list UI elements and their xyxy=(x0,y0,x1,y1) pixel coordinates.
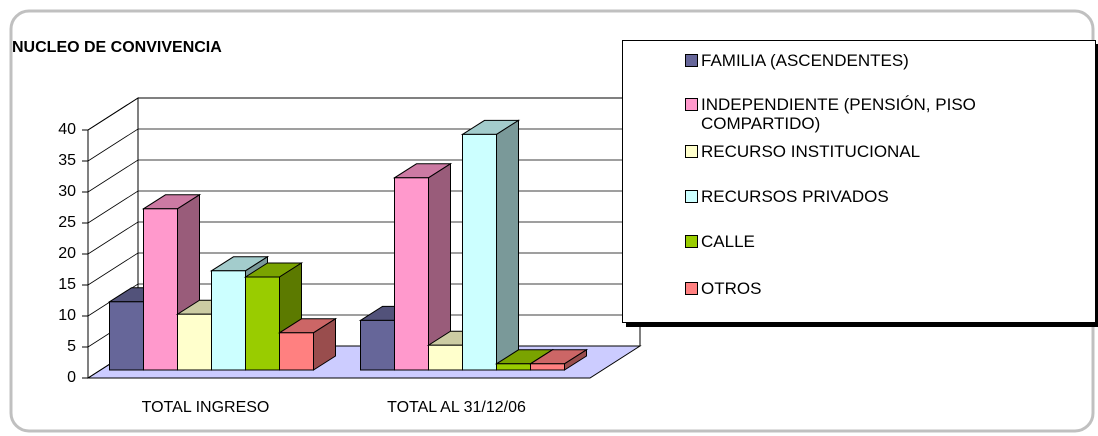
bar xyxy=(109,301,144,371)
bar xyxy=(360,319,395,371)
y-tick-label: 30 xyxy=(58,183,76,200)
legend-swatch xyxy=(685,98,698,111)
x-tick-label: TOTAL INGRESO xyxy=(142,399,270,416)
legend-label: FAMILIA (ASCENDENTES) xyxy=(701,51,909,70)
x-tick-label: TOTAL AL 31/12/06 xyxy=(387,399,526,416)
legend-label: CALLE xyxy=(701,232,755,251)
legend-label: INDEPENDIENTE (PENSIÓN, PISO COMPARTIDO) xyxy=(701,95,976,133)
bar xyxy=(143,208,178,371)
legend-label: OTROS xyxy=(701,279,762,298)
legend: FAMILIA (ASCENDENTES) INDEPENDIENTE (PENS… xyxy=(622,40,1096,323)
legend-item: CALLE xyxy=(685,232,1051,251)
legend-item: RECURSO INSTITUCIONAL xyxy=(685,142,1051,161)
legend-item: RECURSOS PRIVADOS xyxy=(685,187,1051,206)
bar xyxy=(177,313,212,371)
legend-swatch xyxy=(685,145,698,158)
legend-label: RECURSOS PRIVADOS xyxy=(701,187,889,206)
y-tick-label: 40 xyxy=(58,121,76,138)
bar-side xyxy=(496,119,519,371)
y-tick-label: 35 xyxy=(58,152,76,169)
legend-item: INDEPENDIENTE (PENSIÓN, PISO COMPARTIDO) xyxy=(685,95,1051,133)
legend-swatch xyxy=(685,190,698,203)
bar xyxy=(211,270,246,371)
y-tick-label: 10 xyxy=(58,307,76,324)
legend-item: FAMILIA (ASCENDENTES) xyxy=(685,51,1051,70)
y-tick-label: 15 xyxy=(58,276,76,293)
y-tick-label: 25 xyxy=(58,214,76,231)
bar xyxy=(394,177,429,371)
y-tick-label: 5 xyxy=(67,338,76,355)
bar xyxy=(428,344,463,371)
bar xyxy=(496,363,531,371)
legend-label: RECURSO INSTITUCIONAL xyxy=(701,142,921,161)
y-tick-label: 20 xyxy=(58,245,76,262)
bar xyxy=(279,332,314,371)
legend-item: OTROS xyxy=(685,279,1051,298)
bar xyxy=(530,363,565,371)
chart-title: NUCLEO DE CONVIVENCIA xyxy=(12,39,222,56)
y-tick-label: 0 xyxy=(67,369,76,386)
bar xyxy=(462,133,497,371)
legend-swatch xyxy=(685,54,698,67)
grid-line xyxy=(87,97,640,131)
bar xyxy=(245,276,280,371)
legend-swatch xyxy=(685,235,698,248)
legend-swatch xyxy=(685,282,698,295)
